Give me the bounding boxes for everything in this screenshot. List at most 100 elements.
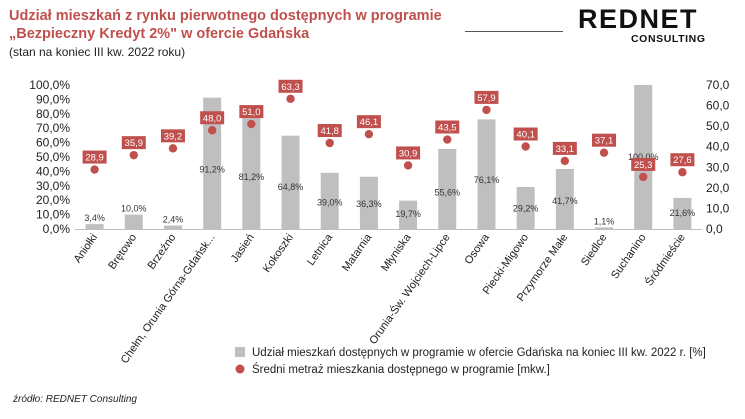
y-left-tick-label: 20,0% bbox=[36, 193, 70, 207]
category-label: Letnica bbox=[305, 231, 336, 268]
dot bbox=[129, 150, 138, 160]
category-label: Brzeźno bbox=[145, 232, 178, 272]
bar bbox=[281, 135, 300, 229]
y-left-tick-label: 40,0% bbox=[36, 164, 70, 178]
bar-value-label: 81,2% bbox=[239, 172, 265, 182]
y-left-tick-label: 0,0% bbox=[43, 222, 71, 236]
rednet-logo: REDNET CONSULTING bbox=[578, 4, 718, 45]
category-label: Aniołki bbox=[72, 232, 100, 265]
dot-value-label: 46,1 bbox=[360, 117, 379, 128]
dot-label-box bbox=[631, 157, 656, 171]
dot bbox=[403, 161, 413, 170]
dot-label-box bbox=[435, 120, 460, 134]
y-left-tick-label: 30,0% bbox=[36, 179, 70, 193]
title-line-2: „Bezpieczny Kredyt 2%" w ofercie Gdańska bbox=[9, 26, 310, 42]
category-label: Matarnia bbox=[340, 231, 375, 274]
bar-value-label: 3,4% bbox=[84, 213, 105, 223]
bar bbox=[516, 186, 535, 229]
bar bbox=[359, 176, 378, 229]
y-right-tick-label: 40,0 bbox=[706, 140, 730, 154]
category-label: Osowa bbox=[462, 231, 492, 267]
dot bbox=[364, 129, 374, 139]
y-right-tick-label: 50,0 bbox=[706, 119, 730, 133]
dot-label-box bbox=[474, 90, 499, 104]
y-right-tick-label: 0,0 bbox=[706, 222, 723, 236]
category-label: Brętowo bbox=[106, 232, 139, 272]
dot bbox=[325, 138, 334, 148]
dot-value-label: 25,3 bbox=[634, 160, 653, 171]
category-label: Kokoszki bbox=[261, 232, 296, 275]
dot-label-box bbox=[160, 129, 185, 143]
bar bbox=[85, 224, 104, 229]
bar-value-label: 19,7% bbox=[395, 209, 421, 219]
bar-value-label: 36,3% bbox=[356, 199, 382, 209]
dot bbox=[482, 105, 491, 115]
y-right-tick-label: 60,0 bbox=[706, 99, 730, 113]
logo-divider bbox=[465, 31, 563, 32]
bar-value-label: 41,7% bbox=[552, 196, 578, 206]
bar bbox=[242, 112, 261, 229]
dot bbox=[521, 142, 530, 151]
bar bbox=[477, 119, 496, 229]
dot-value-label: 28,9 bbox=[85, 153, 104, 164]
y-left-tick-label: 90,0% bbox=[36, 92, 70, 106]
dot-label-box bbox=[592, 133, 617, 147]
bar bbox=[320, 172, 339, 229]
chart-title: Udział mieszkań z rynku pierwotnego dost… bbox=[9, 7, 442, 43]
bar-value-label: 21,6% bbox=[670, 208, 696, 218]
dot bbox=[247, 119, 256, 129]
category-label: Śródmieście bbox=[642, 231, 687, 288]
y-right-tick-label: 30,0 bbox=[706, 160, 730, 174]
dot bbox=[678, 168, 687, 177]
dot bbox=[639, 172, 648, 182]
dot-value-label: 39,2 bbox=[164, 131, 183, 142]
dot-value-label: 43,5 bbox=[438, 123, 457, 134]
bar-value-label: 91,2% bbox=[199, 165, 225, 175]
bar bbox=[124, 214, 143, 229]
category-label: Jasień bbox=[229, 232, 257, 265]
dot-label-box bbox=[317, 124, 342, 138]
dot-value-label: 30,9 bbox=[399, 148, 418, 159]
dot-value-label: 63,3 bbox=[281, 82, 300, 93]
dot bbox=[168, 144, 178, 153]
bar-value-label: 29,2% bbox=[513, 203, 539, 213]
bar bbox=[555, 168, 574, 229]
dot-label-box bbox=[670, 153, 695, 167]
logo-sub-text: CONSULTING bbox=[631, 33, 706, 45]
dot bbox=[560, 156, 570, 166]
bar bbox=[438, 148, 457, 229]
dot-value-label: 33,1 bbox=[556, 144, 575, 155]
bar-value-label: 2,4% bbox=[163, 215, 184, 225]
legend-dot-swatch bbox=[235, 364, 245, 374]
source-note: źródło: REDNET Consulting bbox=[13, 394, 137, 405]
dot-label-box bbox=[82, 150, 107, 164]
y-left-tick-label: 10,0% bbox=[36, 208, 70, 222]
bar-value-label: 39,0% bbox=[317, 197, 343, 207]
y-right-tick-label: 20,0 bbox=[706, 181, 730, 195]
dot-label-box bbox=[552, 141, 577, 155]
bar bbox=[399, 200, 418, 229]
bar-value-label: 55,6% bbox=[435, 187, 461, 197]
dot-value-label: 37,1 bbox=[595, 136, 614, 147]
dot bbox=[599, 148, 609, 157]
dot-label-box bbox=[239, 105, 264, 119]
dot-value-label: 27,6 bbox=[673, 155, 692, 166]
category-label: Siedlce bbox=[579, 232, 610, 268]
dot-value-label: 51,0 bbox=[242, 107, 261, 118]
bar-value-label: 64,8% bbox=[278, 182, 304, 192]
title-line-1: Udział mieszkań z rynku pierwotnego dost… bbox=[9, 8, 442, 24]
bar bbox=[634, 85, 653, 229]
dot-label-box bbox=[121, 136, 146, 150]
bar-value-label: 10,0% bbox=[121, 204, 147, 214]
dot-value-label: 57,9 bbox=[477, 93, 496, 104]
bar-value-label: 76,1% bbox=[474, 175, 500, 185]
dot-value-label: 48,0 bbox=[203, 113, 222, 124]
dot-label-box bbox=[278, 79, 303, 93]
legend-bar-label: Udział mieszkań dostępnych w programie w… bbox=[252, 347, 706, 359]
dot-value-label: 40,1 bbox=[516, 130, 535, 141]
category-label: Orunia-Św. Wojciech-Lipce bbox=[366, 231, 452, 346]
y-left-tick-label: 70,0% bbox=[36, 121, 70, 135]
y-right-tick-label: 70,0 bbox=[706, 78, 730, 92]
logo-main-text: REDNET bbox=[578, 4, 699, 34]
y-right-tick-label: 10,0 bbox=[706, 201, 730, 215]
